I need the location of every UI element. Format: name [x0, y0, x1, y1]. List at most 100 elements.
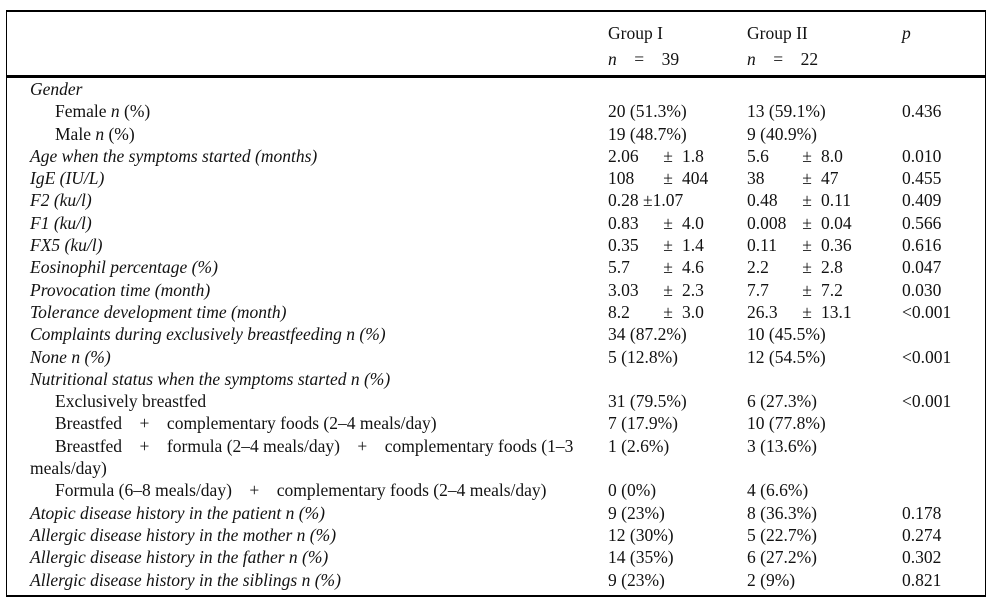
group2-value — [747, 78, 902, 100]
row-label: F1 (ku/l) — [30, 212, 92, 233]
group1-title: Group I — [608, 23, 663, 43]
group2-value: 12 (54.5%) — [747, 346, 826, 367]
group1-value: 20 (51.3%) — [608, 101, 687, 122]
group1-value: 8.2 ±3.0 — [608, 301, 704, 322]
p-value — [902, 123, 985, 145]
row-label: Exclusively breastfed — [55, 391, 207, 412]
row-label: Tolerance development time (month) — [30, 301, 287, 322]
table-header: Group I n = 39 Group II n = 22 p — [7, 12, 985, 78]
header-group1-cell: Group I n = 39 — [608, 20, 747, 70]
group2-title: Group II — [747, 23, 808, 43]
table-row: Formula (6–8 meals/day) + complementary … — [7, 479, 985, 501]
group2-value: 26.3 ±13.1 — [747, 301, 852, 322]
p-column-title: p — [902, 23, 911, 43]
group2-value: 7.7 ±7.2 — [747, 279, 843, 300]
group1-value: 19 (48.7%) — [608, 123, 687, 144]
p-value: 0.010 — [902, 145, 942, 166]
table-row: Eosinophil percentage (%) 5.7 ±4.6 2.2 ±2.8 0… — [7, 256, 985, 278]
row-label: F2 (ku/l) — [30, 190, 92, 211]
p-value — [902, 368, 985, 390]
row-label: Allergic disease history in the father n… — [30, 547, 329, 568]
row-label: Complaints during exclusively breastfeed… — [30, 324, 386, 345]
table-row: Female n (%) 20 (51.3%) 13 (59.1%) 0.436 — [7, 100, 985, 122]
group1-value: 5 (12.8%) — [608, 346, 678, 367]
header-label-cell — [7, 20, 608, 70]
row-label: None n (%) — [30, 346, 111, 367]
group2-value: 6 (27.3%) — [747, 391, 817, 412]
group2-value: 0.11 ±0.36 — [747, 235, 852, 256]
group2-value: 6 (27.2%) — [747, 547, 817, 568]
p-value: 0.409 — [902, 190, 942, 211]
row-label: IgE (IU/L) — [30, 168, 105, 189]
table-row: Breastfed + complementary foods (2–4 mea… — [7, 412, 985, 434]
p-value — [902, 479, 985, 501]
p-value: <0.001 — [902, 301, 952, 322]
table-row: F2 (ku/l) 0.28 ±1.07 0.48 ±0.11 0.409 — [7, 189, 985, 211]
group1-value: 34 (87.2%) — [608, 324, 687, 345]
group1-value: 0.35 ±1.4 — [608, 235, 704, 256]
table-row: Allergic disease history in the father n… — [7, 546, 985, 568]
row-label: Male n (%) — [55, 123, 135, 144]
header-group2-cell: Group II n = 22 — [747, 20, 902, 70]
p-value: <0.001 — [902, 391, 952, 412]
row-label: Provocation time (month) — [30, 279, 211, 300]
group2-value: 8 (36.3%) — [747, 502, 817, 523]
p-value: 0.455 — [902, 168, 942, 189]
header-p-cell: p — [902, 20, 985, 70]
p-value: 0.821 — [902, 569, 942, 590]
p-value: 0.566 — [902, 212, 942, 233]
table-row: Nutritional status when the symptoms sta… — [7, 368, 985, 390]
group1-value: 0.28 ±1.07 — [608, 190, 684, 211]
group2-value — [747, 368, 902, 390]
row-label: Gender — [30, 79, 83, 99]
row-label-wrap: meals/day) — [30, 458, 107, 479]
table-row: Exclusively breastfed 31 (79.5%) 6 (27.3%)… — [7, 390, 985, 412]
p-value — [902, 435, 985, 480]
table-row: Male n (%) 19 (48.7%) 9 (40.9%) — [7, 123, 985, 145]
table-row: Age when the symptoms started (months) 2.… — [7, 145, 985, 167]
group2-value: 4 (6.6%) — [747, 480, 809, 501]
group1-value: 2.06 ±1.8 — [608, 145, 704, 166]
group1-value: 0 (0%) — [608, 480, 657, 501]
group2-value: 10 (77.8%) — [747, 413, 826, 434]
p-value: 0.436 — [902, 101, 942, 122]
row-label: Allergic disease history in the siblings… — [30, 569, 341, 590]
group1-value: 3.03 ±2.3 — [608, 279, 704, 300]
table-row: Allergic disease history in the mother n… — [7, 524, 985, 546]
group1-value: 14 (35%) — [608, 547, 674, 568]
group2-value: 13 (59.1%) — [747, 101, 826, 122]
table-row: Atopic disease history in the patient n … — [7, 502, 985, 524]
row-label: Nutritional status when the symptoms sta… — [30, 368, 391, 389]
row-label: Allergic disease history in the mother n… — [30, 524, 337, 545]
group1-value: 5.7 ±4.6 — [608, 257, 704, 278]
p-value — [902, 412, 985, 434]
table-row: Allergic disease history in the siblings… — [7, 569, 985, 591]
p-value: 0.178 — [902, 502, 942, 523]
group2-n-count: n = 22 — [747, 49, 819, 69]
row-label: Female n (%) — [55, 101, 151, 122]
table-row: FX5 (ku/l) 0.35 ±1.4 0.11 ±0.36 0.616 — [7, 234, 985, 256]
p-value: 0.616 — [902, 235, 942, 256]
row-label: Age when the symptoms started (months) — [30, 145, 318, 166]
group1-value: 1 (2.6%) — [608, 435, 670, 456]
group2-value: 5 (22.7%) — [747, 524, 817, 545]
table-row: None n (%) 5 (12.8%) 12 (54.5%) <0.001 — [7, 346, 985, 368]
row-label: Breastfed + formula (2–4 meals/day) + co… — [7, 435, 608, 480]
table-body: Gender Female n (%) 20 (51.3%) 13 (59.1%) 0.… — [7, 78, 985, 595]
p-value — [902, 323, 985, 345]
comparison-table: Group I n = 39 Group II n = 22 p Gender F… — [6, 10, 986, 597]
group1-value: 7 (17.9%) — [608, 413, 678, 434]
group1-value — [608, 368, 747, 390]
row-label: Breastfed + complementary foods (2–4 mea… — [55, 413, 437, 434]
group1-n-count: n = 39 — [608, 49, 680, 69]
group2-value: 9 (40.9%) — [747, 123, 817, 144]
p-value: <0.001 — [902, 346, 952, 367]
table-row: IgE (IU/L) 108 ±404 38 ±47 0.455 — [7, 167, 985, 189]
p-value: 0.030 — [902, 279, 942, 300]
table-row: F1 (ku/l) 0.83 ±4.0 0.008 ±0.04 0.566 — [7, 212, 985, 234]
group2-value: 10 (45.5%) — [747, 324, 826, 345]
row-label: FX5 (ku/l) — [30, 235, 103, 256]
p-value — [902, 78, 985, 100]
p-value: 0.302 — [902, 547, 942, 568]
